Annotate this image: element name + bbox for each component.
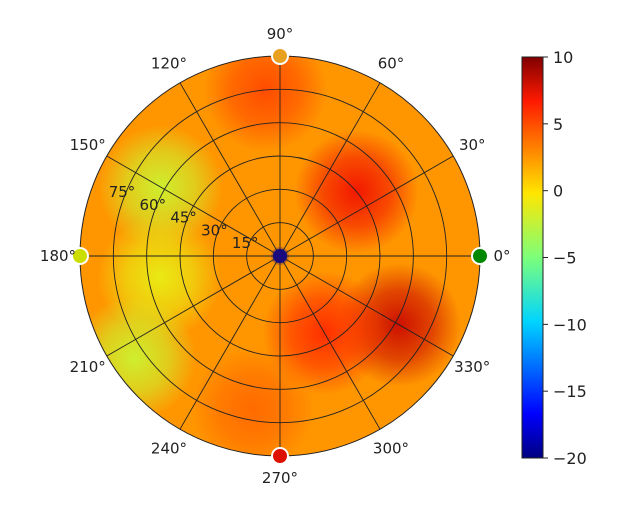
edge-marker: [271, 47, 289, 65]
theta-tick-label: 300°: [373, 439, 409, 457]
theta-tick-label: 210°: [70, 358, 106, 376]
colorbar-tick-label: 5: [553, 115, 563, 134]
theta-tick-label: 120°: [151, 55, 187, 73]
edge-marker: [71, 247, 89, 265]
colorbar-gradient: [521, 56, 544, 459]
r-tick-label: 45°: [170, 209, 197, 227]
tick-labels: 0° 30° 60° 90° 120° 150° 180° 210° 240° 270° 300° 3…: [40, 25, 511, 487]
colorbar: 10 5 0 −5 −10 −15 −20: [521, 48, 587, 468]
edge-marker: [471, 247, 489, 265]
edge-marker: [271, 447, 289, 465]
r-tick-label: 60°: [140, 196, 167, 214]
edge-marker: [273, 249, 287, 263]
theta-gridline: [179, 82, 281, 257]
theta-tick-label: 90°: [267, 25, 294, 43]
r-tick-label: 30°: [201, 221, 228, 239]
theta-tick-label: 240°: [151, 439, 187, 457]
edge-markers: [71, 47, 489, 465]
theta-gridline: [279, 82, 381, 257]
theta-gridline: [106, 255, 281, 357]
theta-gridline: [106, 155, 281, 257]
r-tick-label: 15°: [232, 234, 259, 252]
theta-tick-label: 0°: [493, 247, 510, 265]
theta-tick-label: 180°: [40, 247, 76, 265]
colorbar-tick-label: 10: [553, 48, 573, 67]
theta-gridline: [179, 255, 281, 430]
theta-tick-label: 150°: [70, 136, 106, 154]
theta-gridline: [279, 255, 381, 430]
theta-tick-label: 330°: [454, 358, 490, 376]
r-tick-label: 75°: [109, 183, 136, 201]
colorbar-tick-label: −15: [553, 382, 587, 401]
colorbar-tick-label: −5: [553, 249, 577, 268]
colorbar-ticks: 10 5 0 −5 −10 −15 −20: [543, 48, 587, 468]
colorbar-tick-label: −10: [553, 315, 587, 334]
theta-tick-label: 30°: [459, 136, 486, 154]
theta-gridline: [279, 255, 454, 357]
heatmap-hotspot: [190, 347, 315, 456]
theta-tick-label: 270°: [262, 469, 298, 487]
theta-tick-label: 60°: [378, 55, 405, 73]
colorbar-tick-label: 0: [553, 182, 563, 201]
colorbar-tick-label: −20: [553, 449, 587, 468]
theta-gridline: [279, 155, 454, 257]
